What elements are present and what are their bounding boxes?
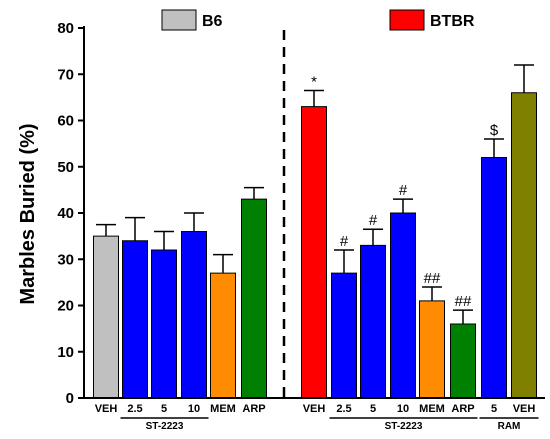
- x-category-label: MEM: [210, 403, 236, 415]
- y-tick-label: 50: [57, 159, 74, 176]
- bar-btbr-6: [301, 106, 327, 399]
- bar-b6-3: [181, 231, 207, 399]
- bar-b6-0: [93, 235, 119, 399]
- y-axis-label: Marbles Buried (%): [17, 123, 39, 304]
- legend-swatch-b6: [161, 9, 197, 31]
- y-tick-label: 10: [57, 344, 74, 361]
- y-tick-label: 20: [57, 298, 74, 315]
- bar-b6-4: [210, 272, 236, 399]
- x-category-label: 5: [491, 403, 497, 415]
- subgroup-label: ST-2223: [385, 421, 423, 432]
- x-category-label: 5: [161, 403, 167, 415]
- significance-marker: #: [369, 212, 378, 229]
- x-category-label: VEH: [95, 403, 118, 415]
- x-category-label: MEM: [419, 403, 445, 415]
- x-category-label: VEH: [513, 403, 536, 415]
- x-category-label: 2.5: [336, 403, 351, 415]
- significance-marker: #: [399, 182, 408, 199]
- bar-btbr-13: [511, 92, 537, 399]
- bar-btbr-12: [481, 157, 507, 399]
- y-tick-label: 40: [57, 205, 74, 222]
- significance-marker: #: [340, 233, 349, 250]
- legend-label-btbr: BTBR: [430, 13, 475, 30]
- legend-swatch-btbr: [389, 9, 425, 31]
- y-tick-label: 60: [57, 113, 74, 130]
- subgroup-label: RAM: [498, 421, 521, 432]
- x-category-label: ARP: [242, 403, 265, 415]
- bar-btbr-8: [360, 244, 386, 399]
- significance-marker: *: [311, 73, 317, 90]
- x-category-label: 5: [370, 403, 376, 415]
- x-category-label: VEH: [303, 403, 326, 415]
- x-category-label: 10: [397, 403, 409, 415]
- significance-marker: ##: [424, 270, 441, 287]
- bar-btbr-9: [390, 212, 416, 399]
- bar-btbr-11: [450, 323, 476, 399]
- bar-b6-5: [241, 198, 267, 399]
- y-tick-label: 70: [57, 66, 74, 83]
- x-category-label: 10: [188, 403, 200, 415]
- bar-b6-2: [151, 249, 177, 399]
- x-category-label: 2.5: [127, 403, 142, 415]
- significance-marker: ##: [455, 293, 472, 310]
- legend-label-b6: B6: [202, 13, 223, 30]
- y-tick-label: 30: [57, 251, 74, 268]
- x-category-label: ARP: [451, 403, 474, 415]
- subgroup-label: ST-2223: [146, 421, 184, 432]
- significance-marker: $: [490, 122, 499, 139]
- y-tick-label: 0: [66, 390, 74, 407]
- bar-btbr-7: [331, 272, 357, 399]
- y-tick-label: 80: [57, 20, 74, 37]
- bar-b6-1: [122, 240, 148, 399]
- bar-btbr-10: [419, 300, 445, 399]
